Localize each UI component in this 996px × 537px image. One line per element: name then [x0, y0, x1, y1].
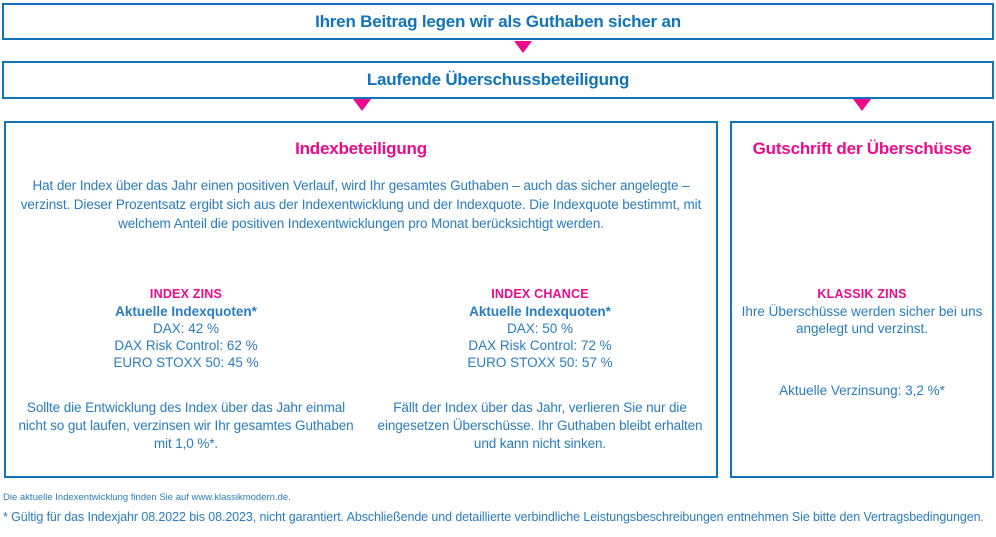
- index-zins-column: INDEX ZINS Aktuelle Indexquoten* DAX: 42…: [16, 286, 356, 453]
- credit-box-title: Gutschrift der Überschüsse: [752, 139, 972, 158]
- index-chance-header: INDEX CHANCE: [491, 287, 589, 301]
- index-zins-header: INDEX ZINS: [149, 287, 223, 301]
- banner-surplus: Laufende Überschussbeteiligung: [2, 61, 994, 99]
- footnote-index-development: Die aktuelle Indexentwicklung finden Sie…: [3, 492, 291, 503]
- index-chance-subheader: Aktuelle Indexquoten*: [469, 304, 611, 319]
- index-box-intro: Hat der Index über das Jahr einen positi…: [20, 178, 702, 231]
- index-chance-column: INDEX CHANCE Aktuelle Indexquoten* DAX: …: [370, 286, 710, 453]
- klassik-zins-column: KLASSIK ZINS Ihre Überschüsse werden sic…: [740, 286, 984, 398]
- arrow-down-icon: [853, 99, 871, 111]
- index-chance-quote-dax-risk-control: DAX Risk Control: 72 %: [468, 338, 612, 353]
- banner-surplus-title: Laufende Überschussbeteiligung: [366, 70, 630, 89]
- klassik-zins-rate: Aktuelle Verzinsung: 3,2 %*: [779, 383, 945, 398]
- index-chance-note: Fällt der Index über das Jahr, verlieren…: [377, 400, 703, 451]
- index-zins-note: Sollte die Entwicklung des Index über da…: [18, 400, 354, 451]
- index-zins-quote-euro-stoxx: EURO STOXX 50: 45 %: [113, 355, 259, 370]
- index-participation-box: Indexbeteiligung Hat der Index über das …: [4, 121, 718, 478]
- index-chance-quote-euro-stoxx: EURO STOXX 50: 57 %: [467, 355, 613, 370]
- index-zins-quote-dax: DAX: 42 %: [152, 321, 220, 336]
- arrow-down-icon: [353, 99, 371, 111]
- klassik-zins-text: Ihre Überschüsse werden sicher bei uns a…: [741, 304, 983, 336]
- index-zins-quote-dax-risk-control: DAX Risk Control: 62 %: [114, 338, 258, 353]
- arrow-down-icon: [514, 41, 532, 53]
- banner-contribution: Ihren Beitrag legen wir als Guthaben sic…: [2, 3, 994, 40]
- footnote-validity: * Gültig für das Indexjahr 08.2022 bis 0…: [3, 510, 984, 524]
- index-zins-subheader: Aktuelle Indexquoten*: [115, 304, 257, 319]
- banner-contribution-title: Ihren Beitrag legen wir als Guthaben sic…: [315, 11, 681, 31]
- klassik-zins-header: KLASSIK ZINS: [817, 287, 907, 301]
- surplus-credit-box: Gutschrift der Überschüsse KLASSIK ZINS …: [730, 121, 994, 478]
- index-chance-quote-dax: DAX: 50 %: [506, 321, 574, 336]
- index-box-title: Indexbeteiligung: [295, 139, 427, 158]
